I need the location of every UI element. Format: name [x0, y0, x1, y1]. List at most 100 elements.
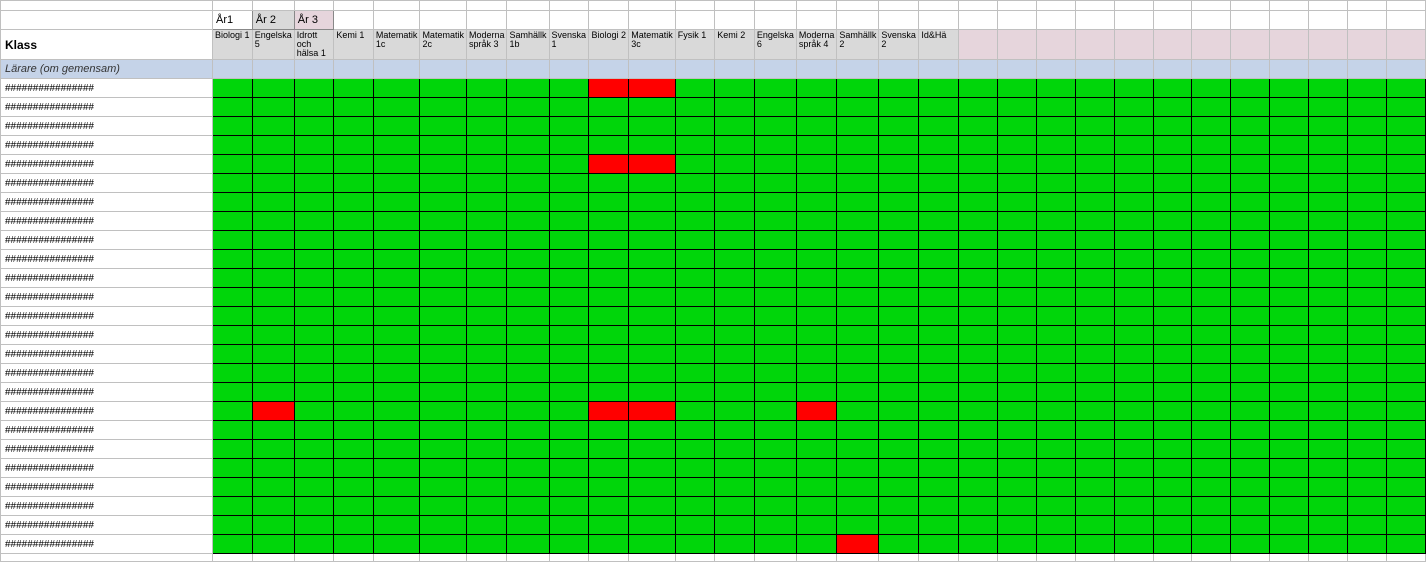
status-cell-green[interactable] [549, 440, 589, 459]
status-cell-green[interactable] [373, 117, 420, 136]
status-cell-green[interactable] [589, 497, 629, 516]
status-cell-green[interactable] [629, 478, 676, 497]
status-cell-green[interactable] [1309, 516, 1348, 535]
status-cell-green[interactable] [1075, 326, 1114, 345]
status-cell-green[interactable] [1309, 364, 1348, 383]
status-cell-red[interactable] [589, 79, 629, 98]
status-cell-green[interactable] [1075, 136, 1114, 155]
status-cell-green[interactable] [334, 98, 374, 117]
blank-cell[interactable] [373, 11, 420, 30]
blank-cell[interactable] [589, 11, 629, 30]
status-cell-green[interactable] [294, 269, 334, 288]
status-cell-green[interactable] [1348, 174, 1387, 193]
status-cell-green[interactable] [675, 212, 715, 231]
status-cell-green[interactable] [959, 307, 998, 326]
status-cell-green[interactable] [837, 497, 879, 516]
row-label[interactable]: ################ [1, 478, 213, 497]
blank-cell[interactable] [1386, 11, 1425, 30]
blank-header[interactable] [1192, 30, 1231, 60]
status-cell-green[interactable] [252, 250, 294, 269]
status-cell-green[interactable] [466, 136, 507, 155]
larare-cell[interactable] [1114, 60, 1153, 79]
status-cell-green[interactable] [754, 307, 796, 326]
status-cell-green[interactable] [837, 383, 879, 402]
status-cell-green[interactable] [589, 212, 629, 231]
status-cell-green[interactable] [1348, 79, 1387, 98]
status-cell-green[interactable] [420, 440, 467, 459]
blank-cell[interactable] [879, 11, 919, 30]
status-cell-green[interactable] [334, 250, 374, 269]
status-cell-green[interactable] [1386, 383, 1425, 402]
status-cell-green[interactable] [919, 250, 959, 269]
status-cell-green[interactable] [549, 98, 589, 117]
larare-cell[interactable] [919, 60, 959, 79]
status-cell-green[interactable] [466, 98, 507, 117]
status-cell-green[interactable] [1036, 459, 1075, 478]
status-cell-green[interactable] [1114, 212, 1153, 231]
status-cell-green[interactable] [1309, 231, 1348, 250]
status-cell-green[interactable] [589, 421, 629, 440]
blank-cell[interactable] [334, 1, 374, 11]
status-cell-green[interactable] [675, 117, 715, 136]
blank-cell[interactable] [1153, 11, 1192, 30]
status-cell-green[interactable] [754, 459, 796, 478]
status-cell-green[interactable] [1036, 516, 1075, 535]
status-cell-green[interactable] [466, 307, 507, 326]
row-label[interactable]: ################ [1, 155, 213, 174]
status-cell-green[interactable] [796, 269, 837, 288]
status-cell-green[interactable] [420, 421, 467, 440]
status-cell-green[interactable] [754, 383, 796, 402]
status-cell-green[interactable] [373, 174, 420, 193]
status-cell-green[interactable] [466, 440, 507, 459]
status-cell-green[interactable] [629, 326, 676, 345]
status-cell-green[interactable] [466, 497, 507, 516]
status-cell-green[interactable] [1075, 250, 1114, 269]
blank-cell[interactable] [252, 554, 294, 562]
status-cell-green[interactable] [959, 345, 998, 364]
status-cell-green[interactable] [675, 136, 715, 155]
status-cell-green[interactable] [959, 326, 998, 345]
status-cell-green[interactable] [1348, 193, 1387, 212]
status-cell-green[interactable] [466, 288, 507, 307]
blank-cell[interactable] [549, 1, 589, 11]
status-cell-green[interactable] [294, 174, 334, 193]
status-cell-green[interactable] [675, 288, 715, 307]
blank-cell[interactable] [1348, 11, 1387, 30]
status-cell-green[interactable] [507, 174, 549, 193]
status-cell-green[interactable] [919, 326, 959, 345]
status-cell-green[interactable] [796, 250, 837, 269]
status-cell-green[interactable] [507, 326, 549, 345]
status-cell-green[interactable] [1192, 497, 1231, 516]
blank-cell[interactable] [1114, 1, 1153, 11]
status-cell-green[interactable] [213, 98, 253, 117]
status-cell-green[interactable] [294, 288, 334, 307]
status-cell-green[interactable] [629, 459, 676, 478]
status-cell-green[interactable] [1348, 326, 1387, 345]
status-cell-green[interactable] [1153, 136, 1192, 155]
blank-cell[interactable] [1153, 1, 1192, 11]
status-cell-green[interactable] [1036, 326, 1075, 345]
status-cell-green[interactable] [294, 364, 334, 383]
status-cell-green[interactable] [1114, 535, 1153, 554]
status-cell-green[interactable] [715, 440, 755, 459]
status-cell-green[interactable] [629, 250, 676, 269]
status-cell-green[interactable] [213, 440, 253, 459]
status-cell-green[interactable] [879, 250, 919, 269]
blank-cell[interactable] [715, 1, 755, 11]
status-cell-green[interactable] [294, 250, 334, 269]
blank-header[interactable] [1231, 30, 1270, 60]
status-cell-green[interactable] [959, 459, 998, 478]
status-cell-green[interactable] [1348, 440, 1387, 459]
status-cell-green[interactable] [1309, 345, 1348, 364]
status-cell-green[interactable] [675, 364, 715, 383]
status-cell-green[interactable] [373, 193, 420, 212]
blank-cell[interactable] [796, 554, 837, 562]
blank-cell[interactable] [1270, 11, 1309, 30]
status-cell-green[interactable] [1309, 79, 1348, 98]
status-cell-green[interactable] [1231, 535, 1270, 554]
status-cell-green[interactable] [420, 212, 467, 231]
blank-header[interactable] [1309, 30, 1348, 60]
status-cell-green[interactable] [997, 516, 1036, 535]
status-cell-green[interactable] [213, 364, 253, 383]
blank-cell[interactable] [1348, 554, 1387, 562]
